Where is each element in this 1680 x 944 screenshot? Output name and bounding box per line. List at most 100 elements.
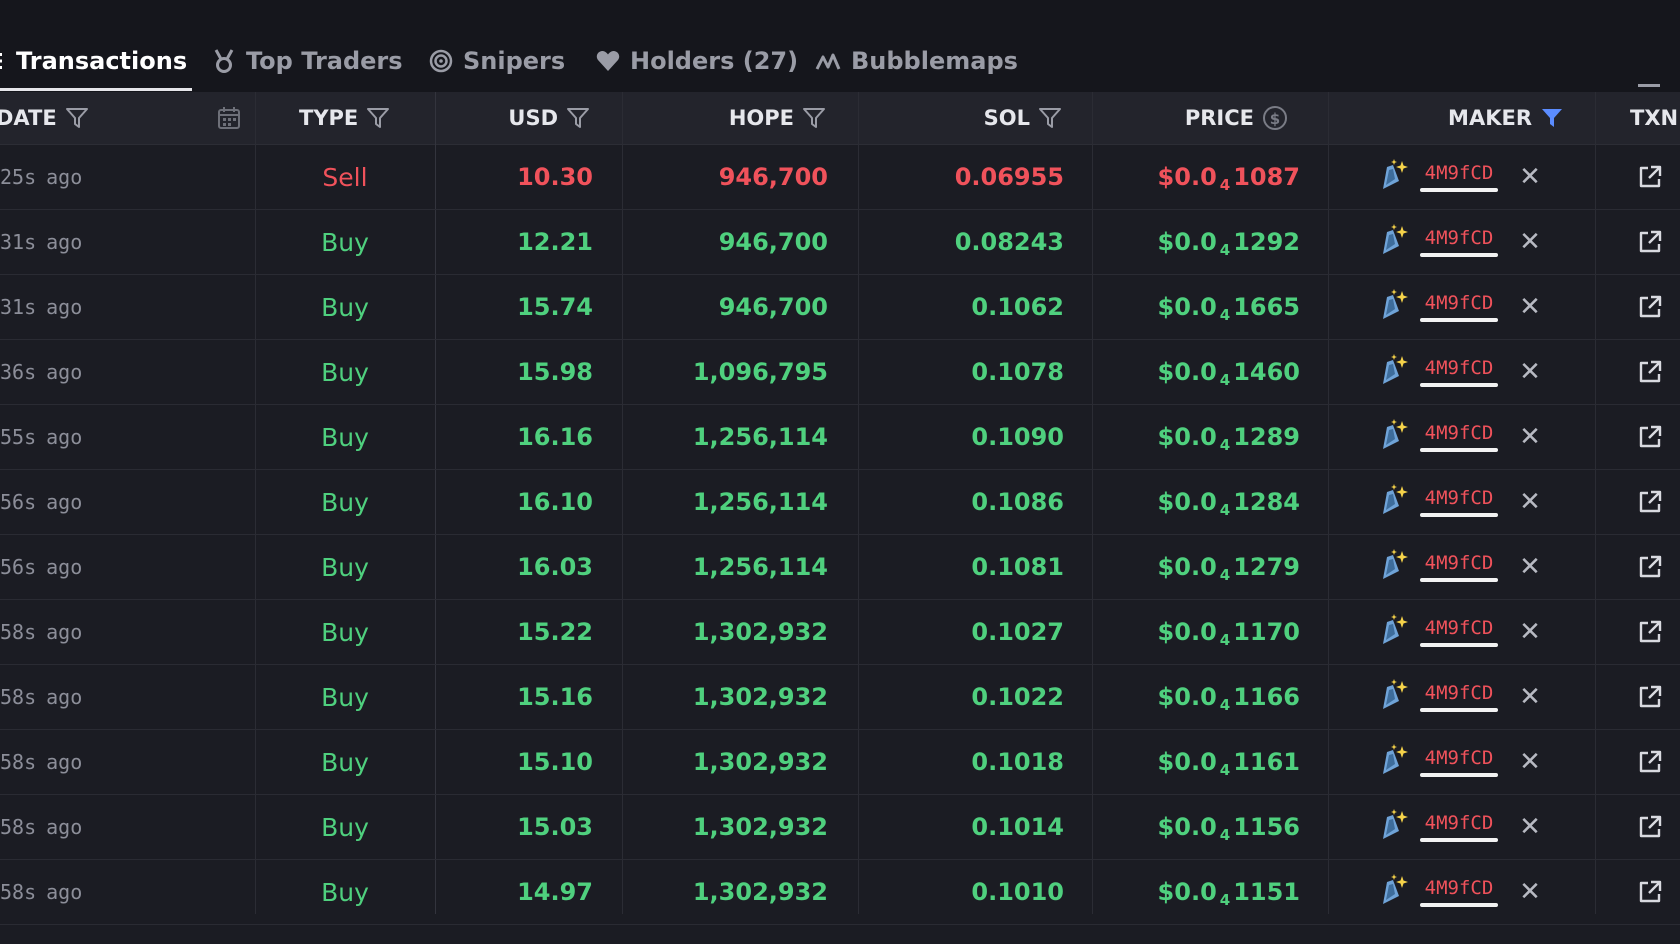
table-row[interactable]: 36s ago Buy 15.98 1,096,795 0.1078 $0.0 4… <box>0 340 1680 405</box>
tab-snipers[interactable]: Snipers <box>429 30 565 92</box>
maker-cell: 4M9fCD <box>1380 210 1520 274</box>
maker-address-link[interactable]: 4M9fCD <box>1420 487 1498 517</box>
price-prefix: $0.0 <box>1157 748 1217 776</box>
usd-cell: 15.16 <box>517 683 593 711</box>
tab-transactions[interactable]: Transactions <box>0 30 187 92</box>
close-icon[interactable]: ✕ <box>1519 357 1541 387</box>
external-link-icon[interactable] <box>1632 145 1668 209</box>
external-link-icon[interactable] <box>1632 275 1668 339</box>
close-icon[interactable]: ✕ <box>1519 422 1541 452</box>
maker-address-link[interactable]: 4M9fCD <box>1420 422 1498 452</box>
column-type-label: TYPE <box>299 106 359 130</box>
table-row[interactable]: 25s ago Sell 10.30 946,700 0.06955 $0.0 4… <box>0 145 1680 210</box>
maker-address-link[interactable]: 4M9fCD <box>1420 357 1498 387</box>
column-usd[interactable]: USD <box>440 92 590 144</box>
external-link-icon[interactable] <box>1632 730 1668 794</box>
maker-address-link[interactable]: 4M9fCD <box>1420 617 1498 647</box>
price-digits: 1151 <box>1233 878 1300 906</box>
price-cell: $0.0 4 1279 <box>1095 535 1300 599</box>
price-prefix: $0.0 <box>1157 618 1217 646</box>
price-zero-count: 4 <box>1219 371 1231 389</box>
table-row[interactable]: 31s ago Buy 12.21 946,700 0.08243 $0.0 4 1… <box>0 210 1680 275</box>
external-link-icon[interactable] <box>1632 795 1668 859</box>
table-row[interactable]: 58s ago Buy 14.97 1,302,932 0.1010 $0.0 4… <box>0 860 1680 925</box>
maker-address-link[interactable]: 4M9fCD <box>1420 747 1498 777</box>
maker-address-link[interactable]: 4M9fCD <box>1420 877 1498 907</box>
table-row[interactable]: 31s ago Buy 15.74 946,700 0.1062 $0.0 4 16… <box>0 275 1680 340</box>
tab-bubblemaps[interactable]: Bubblemaps <box>815 30 1018 92</box>
maker-address-link[interactable]: 4M9fCD <box>1420 812 1498 842</box>
table-row[interactable]: 56s ago Buy 16.03 1,256,114 0.1081 $0.0 4… <box>0 535 1680 600</box>
price-zero-count: 4 <box>1219 241 1231 259</box>
minimize-button[interactable] <box>1638 84 1660 87</box>
maker-address-link[interactable]: 4M9fCD <box>1420 292 1498 322</box>
column-hope-label: HOPE <box>728 106 794 130</box>
close-icon[interactable]: ✕ <box>1519 227 1541 257</box>
age-suffix: ago <box>46 880 83 904</box>
table-row[interactable]: 55s ago Buy 16.16 1,256,114 0.1090 $0.0 4… <box>0 405 1680 470</box>
price-prefix: $0.0 <box>1157 813 1217 841</box>
sol-cell: 0.1010 <box>971 878 1064 906</box>
dollar-circle-icon[interactable]: $ <box>1262 105 1288 131</box>
table-row[interactable]: 58s ago Buy 15.22 1,302,932 0.1027 $0.0 4… <box>0 600 1680 665</box>
close-icon[interactable]: ✕ <box>1519 487 1541 517</box>
age-suffix: ago <box>46 620 83 644</box>
external-link-icon[interactable] <box>1632 535 1668 599</box>
age-suffix: ago <box>46 425 83 449</box>
close-icon[interactable]: ✕ <box>1519 812 1541 842</box>
external-link-icon[interactable] <box>1632 340 1668 404</box>
maker-bar <box>1420 578 1498 582</box>
column-price[interactable]: PRICE $ <box>1095 92 1288 144</box>
maker-address-link[interactable]: 4M9fCD <box>1420 162 1498 192</box>
external-link-icon[interactable] <box>1632 665 1668 729</box>
tab-top-traders[interactable]: Top Traders <box>212 30 403 92</box>
maker-address-link[interactable]: 4M9fCD <box>1420 227 1498 257</box>
table-row[interactable]: 58s ago Buy 15.10 1,302,932 0.1018 $0.0 4… <box>0 730 1680 795</box>
price-cell: $0.0 4 1166 <box>1095 665 1300 729</box>
maker-bar <box>1420 708 1498 712</box>
table-row[interactable]: 56s ago Buy 16.10 1,256,114 0.1086 $0.0 4… <box>0 470 1680 535</box>
column-hope[interactable]: HOPE <box>622 92 826 144</box>
tab-label: Snipers <box>463 47 566 75</box>
hope-cell: 1,302,932 <box>692 878 828 906</box>
maker-bar <box>1420 383 1498 387</box>
filter-icon[interactable] <box>65 107 89 129</box>
close-icon[interactable]: ✕ <box>1519 292 1541 322</box>
filter-icon[interactable] <box>366 107 390 129</box>
maker-bar <box>1420 903 1498 907</box>
external-link-icon[interactable] <box>1632 210 1668 274</box>
column-type[interactable]: TYPE <box>299 92 390 144</box>
external-link-icon[interactable] <box>1632 470 1668 534</box>
close-icon[interactable]: ✕ <box>1519 552 1541 582</box>
price-digits: 1289 <box>1233 423 1300 451</box>
close-icon[interactable]: ✕ <box>1519 747 1541 777</box>
age-suffix: ago <box>46 165 83 189</box>
filter-active-icon[interactable] <box>1540 107 1564 129</box>
column-sol[interactable]: SOL <box>858 92 1062 144</box>
filter-icon[interactable] <box>1038 107 1062 129</box>
table-row[interactable]: 58s ago Buy 15.16 1,302,932 0.1022 $0.0 4… <box>0 665 1680 730</box>
maker-address: 4M9fCD <box>1424 812 1494 834</box>
close-icon[interactable]: ✕ <box>1519 877 1541 907</box>
calendar-icon[interactable] <box>217 92 241 144</box>
filter-icon[interactable] <box>566 107 590 129</box>
external-link-icon[interactable] <box>1632 860 1668 924</box>
sol-cell: 0.06955 <box>954 163 1064 191</box>
price-digits: 1284 <box>1233 488 1300 516</box>
column-date[interactable]: DATE <box>0 92 89 144</box>
external-link-icon[interactable] <box>1632 600 1668 664</box>
table-row[interactable]: 58s ago Buy 15.03 1,302,932 0.1014 $0.0 4… <box>0 795 1680 860</box>
external-link-icon[interactable] <box>1632 405 1668 469</box>
filter-icon[interactable] <box>802 107 826 129</box>
price-prefix: $0.0 <box>1157 358 1217 386</box>
hope-cell: 946,700 <box>718 293 828 321</box>
close-icon[interactable]: ✕ <box>1519 617 1541 647</box>
column-maker[interactable]: MAKER <box>1380 92 1564 144</box>
close-icon[interactable]: ✕ <box>1519 682 1541 712</box>
maker-address-link[interactable]: 4M9fCD <box>1420 552 1498 582</box>
price-digits: 1087 <box>1233 163 1300 191</box>
tab-holders[interactable]: Holders (27) <box>596 30 798 92</box>
tab-bar: Transactions Top Traders Snipers Holders… <box>0 30 1680 92</box>
maker-address-link[interactable]: 4M9fCD <box>1420 682 1498 712</box>
close-icon[interactable]: ✕ <box>1519 162 1541 192</box>
